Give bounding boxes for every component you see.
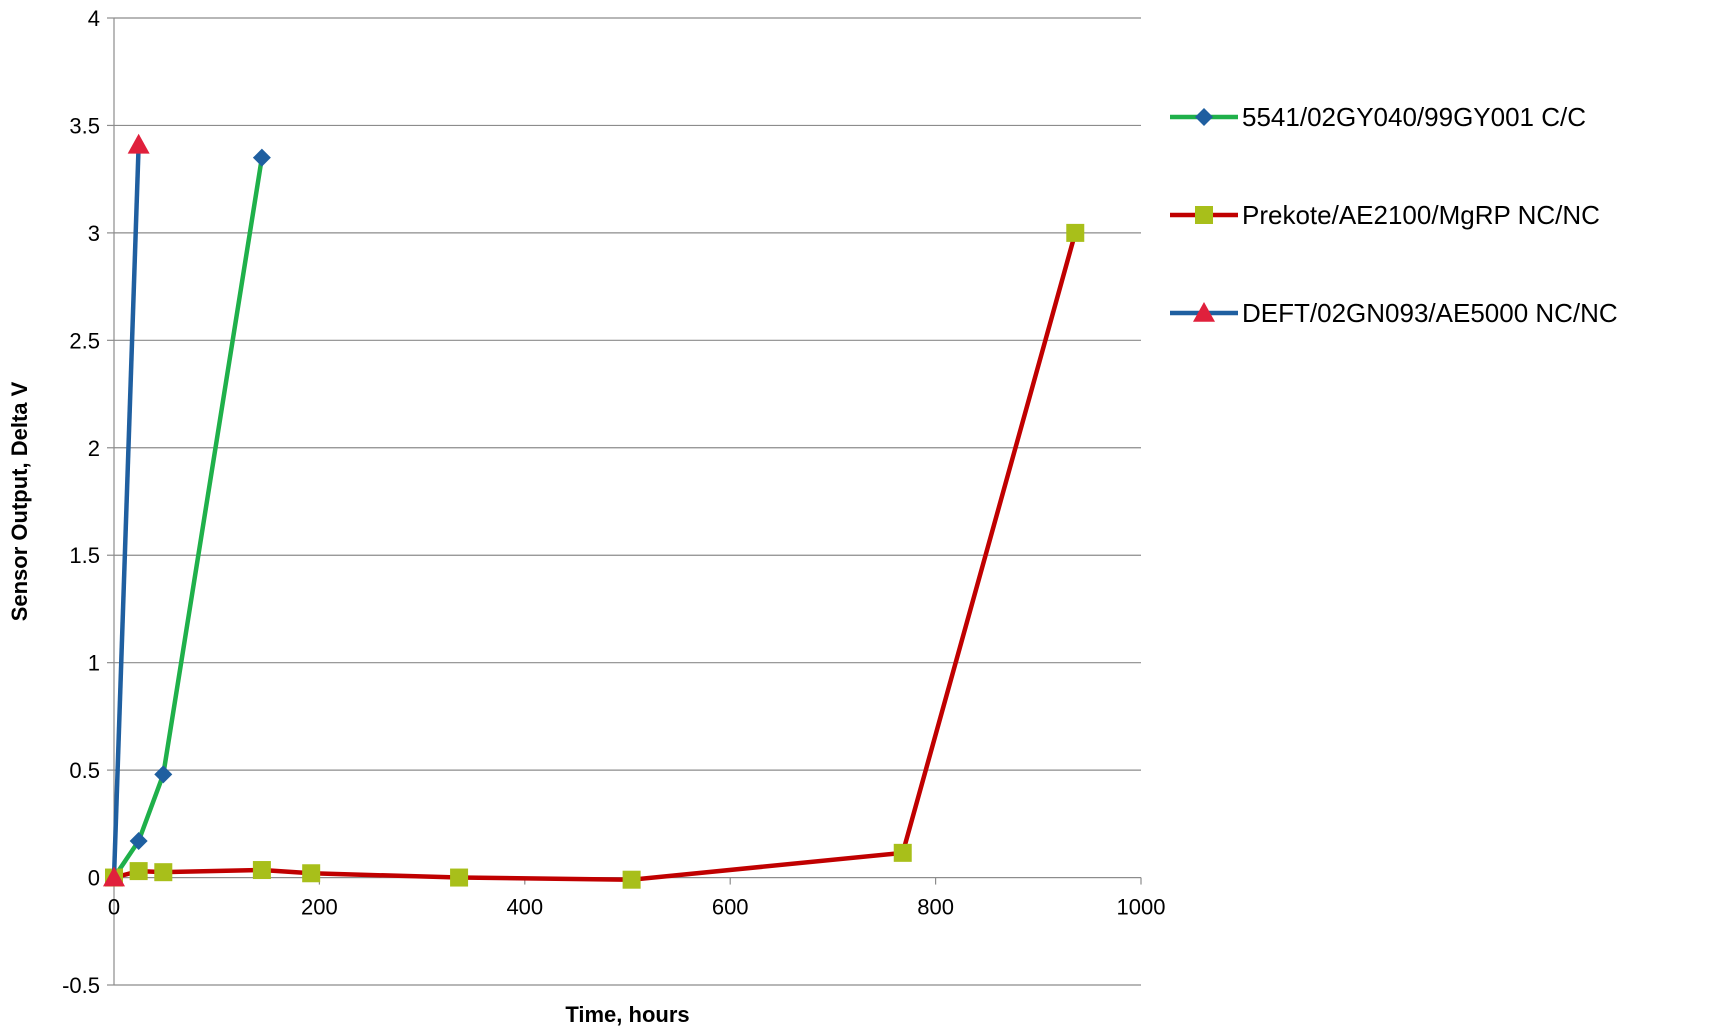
- x-axis-title: Time, hours: [565, 1002, 689, 1027]
- data-point: [1066, 223, 1085, 242]
- series-1: [105, 148, 271, 887]
- x-tick-labels: 0 200 400 600 800 1000: [108, 895, 1166, 920]
- x-tick-label: 0: [108, 895, 120, 920]
- legend-entry: 5541/02GY040/99GY001 C/C: [1170, 102, 1586, 132]
- y-tick-label: 4: [88, 6, 100, 31]
- x-tick-label: 800: [917, 895, 954, 920]
- data-point: [893, 843, 912, 862]
- y-tick-labels: -0.5 0 0.5 1 1.5 2 2.5 3 3.5 4: [62, 6, 100, 998]
- legend-marker: [1195, 108, 1213, 126]
- plot-series: [103, 133, 1085, 889]
- y-tick-label: 0: [88, 866, 100, 891]
- x-tick-label: 600: [712, 895, 749, 920]
- data-point: [450, 868, 469, 887]
- x-tick-label: 1000: [1117, 895, 1166, 920]
- y-tick-label: 3.5: [69, 113, 100, 138]
- legend-label: Prekote/AE2100/MgRP NC/NC: [1242, 200, 1600, 230]
- legend-label: DEFT/02GN093/AE5000 NC/NC: [1242, 298, 1618, 328]
- y-axis-title: Sensor Output, Delta V: [7, 381, 32, 621]
- x-tick-label: 400: [506, 895, 543, 920]
- y-tick-label: 0.5: [69, 758, 100, 783]
- y-tick-label: 3: [88, 221, 100, 246]
- y-tick-label: 1: [88, 651, 100, 676]
- series-3: [103, 133, 150, 887]
- data-point: [252, 148, 271, 167]
- y-tick-label: 1.5: [69, 543, 100, 568]
- x-tick-label: 200: [301, 895, 338, 920]
- grid-lines: [114, 17, 1141, 986]
- y-tick-label: 2: [88, 436, 100, 461]
- data-point: [622, 870, 641, 889]
- data-point: [129, 832, 148, 851]
- legend: 5541/02GY040/99GY001 C/C Prekote/AE2100/M…: [1170, 102, 1618, 328]
- series-line: [111, 144, 141, 878]
- series-2: [105, 223, 1085, 889]
- legend-marker: [1195, 206, 1213, 224]
- data-point: [302, 864, 321, 883]
- legend-entry: DEFT/02GN093/AE5000 NC/NC: [1170, 298, 1618, 328]
- legend-entry: Prekote/AE2100/MgRP NC/NC: [1170, 200, 1600, 230]
- data-point: [103, 866, 125, 887]
- data-point: [127, 133, 150, 154]
- y-tick-label: -0.5: [62, 973, 100, 998]
- data-point: [129, 862, 148, 881]
- legend-label: 5541/02GY040/99GY001 C/C: [1242, 102, 1586, 132]
- series-line: [112, 157, 265, 879]
- series-line: [113, 232, 1078, 882]
- legend-marker: [1193, 302, 1215, 322]
- data-point: [252, 861, 271, 880]
- y-tick-label: 2.5: [69, 328, 100, 353]
- data-point: [154, 765, 173, 784]
- data-point: [154, 863, 173, 882]
